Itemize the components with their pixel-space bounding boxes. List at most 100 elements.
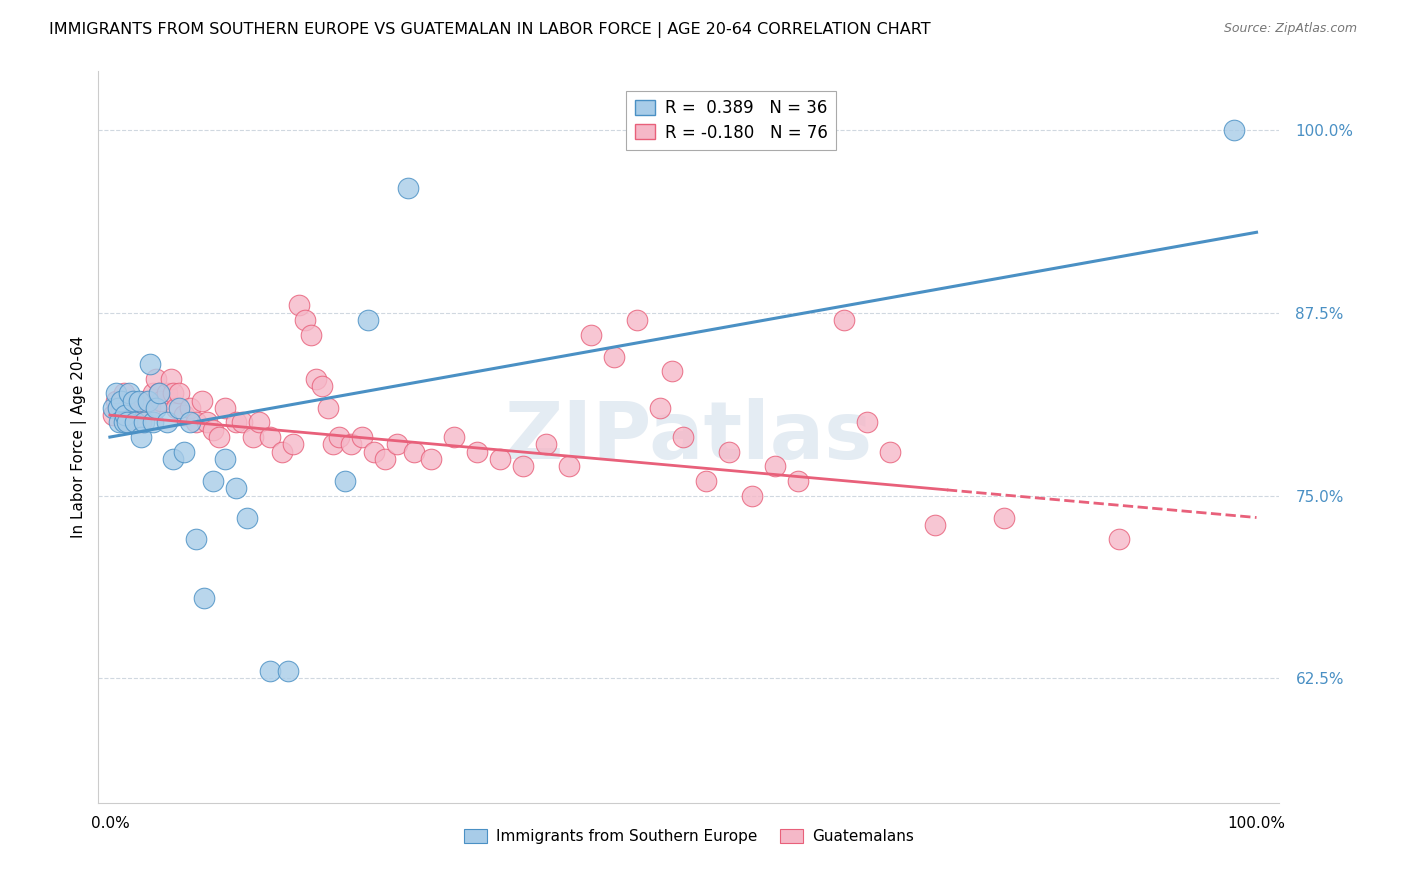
Point [465,444,488,458]
Point [167,401,190,415]
Text: IMMIGRANTS FROM SOUTHERN EUROPE VS GUATEMALAN IN LABOR FORCE | AGE 20-64 CORRELA: IMMIGRANTS FROM SOUTHERN EUROPE VS GUATE… [49,22,931,38]
Point [135,401,157,415]
Point [128,401,150,415]
Point [103,401,125,415]
Point [443,430,465,444]
Point [162,386,184,401]
Point [167,386,190,401]
Point [259,430,281,444]
Point [202,474,225,488]
Point [104,386,127,401]
Point [695,474,717,488]
Point [299,327,322,342]
Point [231,416,253,430]
Point [242,430,264,444]
Point [156,386,179,401]
Point [512,459,534,474]
Point [148,386,170,401]
Point [115,416,138,430]
Point [277,664,299,678]
Point [195,416,218,430]
Point [832,313,855,327]
Point [420,452,443,467]
Point [129,430,152,444]
Point [118,401,141,415]
Point [114,408,136,422]
Point [142,416,165,430]
Point [763,459,786,474]
Point [128,393,150,408]
Point [121,393,143,408]
Point [305,371,328,385]
Point [214,401,236,415]
Point [396,181,419,195]
Point [488,452,510,467]
Legend: Immigrants from Southern Europe, Guatemalans: Immigrants from Southern Europe, Guatema… [458,822,920,850]
Point [156,416,179,430]
Point [112,386,135,401]
Point [134,393,156,408]
Point [374,452,396,467]
Point [108,416,131,430]
Point [247,416,270,430]
Point [139,357,162,371]
Point [322,437,344,451]
Point [879,444,901,458]
Point [316,401,339,415]
Point [385,437,408,451]
Point [118,386,141,401]
Point [115,416,138,430]
Point [294,313,316,327]
Point [786,474,808,488]
Point [136,393,159,408]
Point [148,386,170,401]
Point [363,444,385,458]
Point [145,371,167,385]
Point [650,401,672,415]
Point [333,474,356,488]
Point [129,416,152,430]
Point [179,416,201,430]
Point [328,430,350,444]
Point [283,437,305,451]
Point [173,444,195,458]
Point [236,510,259,524]
Point [357,313,380,327]
Point [311,379,333,393]
Point [718,444,741,458]
Point [402,444,425,458]
Y-axis label: In Labor Force | Age 20-64: In Labor Force | Age 20-64 [72,336,87,538]
Point [855,416,877,430]
Point [173,408,195,422]
Text: Source: ZipAtlas.com: Source: ZipAtlas.com [1223,22,1357,36]
Point [107,401,129,415]
Point [150,393,173,408]
Point [162,452,184,467]
Point [352,430,374,444]
Point [134,416,156,430]
Point [179,401,201,415]
Point [184,533,207,547]
Point [121,401,143,415]
Point [626,313,648,327]
Point [184,416,207,430]
Point [1222,123,1244,137]
Point [225,416,247,430]
Point [202,423,225,437]
Point [110,401,132,415]
Point [145,401,167,415]
Point [339,437,361,451]
Point [110,393,132,408]
Point [993,510,1015,524]
Point [103,408,125,422]
Text: ZIPatlas: ZIPatlas [505,398,873,476]
Point [581,327,603,342]
Point [159,371,181,385]
Point [557,459,579,474]
Point [124,416,146,430]
Point [534,437,557,451]
Point [225,481,247,495]
Point [259,664,281,678]
Point [603,350,626,364]
Point [124,416,146,430]
